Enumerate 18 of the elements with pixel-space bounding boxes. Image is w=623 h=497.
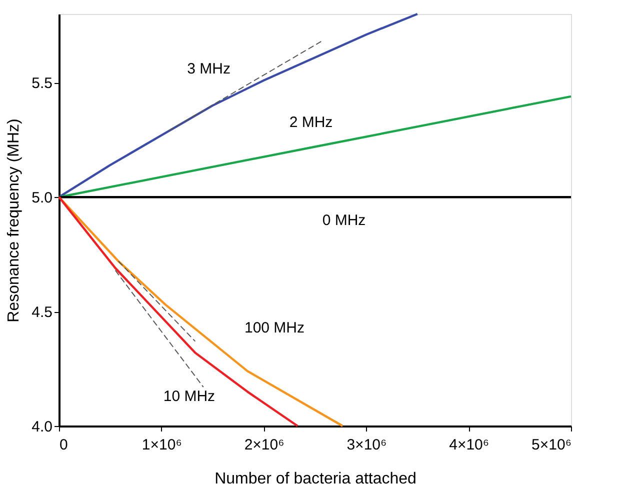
y-tick-label: 4.5 (32, 304, 52, 322)
x-tick-label: 1×10⁶ (142, 436, 182, 454)
x-axis-title: Number of bacteria attached (214, 470, 416, 488)
series-label: 0 MHz (322, 212, 366, 230)
x-tick-label: 0 (60, 436, 68, 454)
x-tick-label: 5×10⁶ (532, 436, 572, 454)
x-tick-label: 4×10⁶ (449, 436, 490, 454)
x-tick-label: 2×10⁶ (244, 436, 284, 454)
series-label: 10 MHz (163, 388, 216, 405)
y-axis-title: Resonance frequency (MHz) (6, 118, 23, 322)
y-tick-label: 5.5 (32, 75, 52, 92)
series-label: 100 MHz (244, 320, 305, 337)
line-series (58, 12, 418, 198)
x-tick-label: 3×10⁶ (346, 436, 387, 454)
y-tick-label: 4.0 (32, 418, 52, 436)
series-label: 3 MHz (187, 60, 230, 78)
y-tick-label: 5.0 (32, 190, 52, 207)
series-label: 2 MHz (289, 114, 333, 131)
